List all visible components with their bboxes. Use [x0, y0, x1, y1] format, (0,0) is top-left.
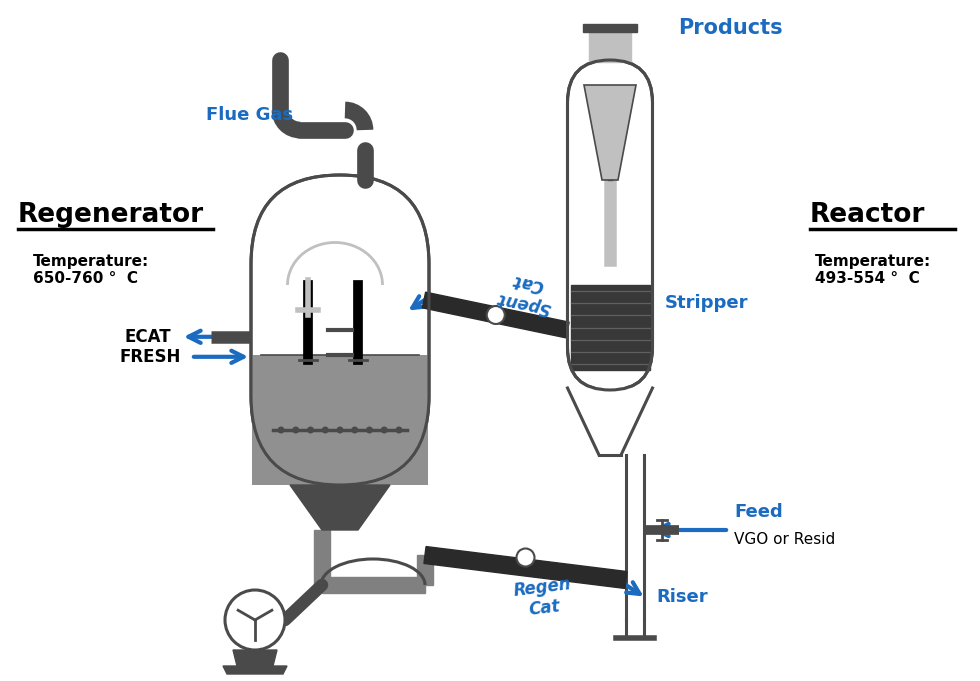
Text: Stripper: Stripper	[664, 294, 748, 311]
Polygon shape	[424, 547, 627, 588]
Text: Riser: Riser	[656, 588, 708, 607]
Text: ECAT: ECAT	[124, 328, 171, 346]
Text: Flue Gas: Flue Gas	[207, 106, 294, 124]
FancyBboxPatch shape	[251, 175, 429, 485]
Circle shape	[396, 426, 403, 434]
Circle shape	[307, 426, 314, 434]
Polygon shape	[417, 555, 433, 585]
Text: Regen
Cat: Regen Cat	[513, 575, 574, 620]
Polygon shape	[626, 455, 644, 620]
Text: Spent
Cat: Spent Cat	[495, 268, 557, 317]
Polygon shape	[567, 388, 653, 455]
FancyBboxPatch shape	[567, 60, 653, 390]
Circle shape	[292, 426, 299, 434]
Text: Feed: Feed	[734, 503, 783, 521]
Circle shape	[381, 426, 388, 434]
Text: Temperature:
650-760 °  C: Temperature: 650-760 ° C	[33, 254, 149, 286]
Polygon shape	[589, 32, 631, 62]
Polygon shape	[583, 24, 637, 32]
Text: FRESH: FRESH	[120, 348, 181, 366]
Circle shape	[487, 306, 505, 324]
Text: Products: Products	[678, 18, 783, 38]
Text: Regenerator: Regenerator	[18, 202, 204, 228]
Polygon shape	[570, 285, 650, 370]
Circle shape	[321, 426, 328, 434]
Polygon shape	[322, 577, 425, 593]
Circle shape	[225, 590, 285, 650]
Text: Temperature:
493-554 °  C: Temperature: 493-554 ° C	[815, 254, 931, 286]
Circle shape	[516, 548, 534, 567]
Bar	[252, 355, 428, 485]
Polygon shape	[314, 530, 330, 585]
Polygon shape	[223, 666, 287, 674]
Text: Reactor: Reactor	[810, 202, 925, 228]
Polygon shape	[290, 485, 390, 530]
Text: VGO or Resid: VGO or Resid	[734, 533, 835, 548]
Polygon shape	[233, 650, 277, 666]
Polygon shape	[584, 85, 636, 180]
Circle shape	[366, 426, 373, 434]
Circle shape	[351, 426, 359, 434]
Circle shape	[277, 426, 284, 434]
Circle shape	[336, 426, 344, 434]
Polygon shape	[422, 292, 569, 338]
